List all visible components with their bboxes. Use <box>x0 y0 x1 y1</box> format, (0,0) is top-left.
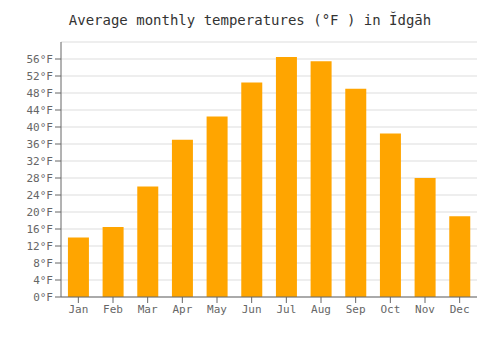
svg-text:Jul: Jul <box>276 303 296 316</box>
svg-text:36°F: 36°F <box>27 138 54 151</box>
svg-text:32°F: 32°F <box>27 155 54 168</box>
svg-text:Jan: Jan <box>68 303 88 316</box>
svg-text:0°F: 0°F <box>33 291 53 304</box>
svg-text:Oct: Oct <box>380 303 400 316</box>
svg-text:44°F: 44°F <box>27 104 54 117</box>
svg-text:12°F: 12°F <box>27 240 54 253</box>
svg-text:May: May <box>207 303 227 316</box>
svg-text:Mar: Mar <box>138 303 158 316</box>
svg-text:56°F: 56°F <box>27 53 54 66</box>
svg-text:20°F: 20°F <box>27 206 54 219</box>
svg-text:16°F: 16°F <box>27 223 54 236</box>
svg-text:Feb: Feb <box>103 303 123 316</box>
svg-text:40°F: 40°F <box>27 121 54 134</box>
svg-text:Jun: Jun <box>242 303 262 316</box>
svg-text:Sep: Sep <box>346 303 366 316</box>
svg-text:28°F: 28°F <box>27 172 54 185</box>
html-text:Average monthly temperatures (: Average monthly temperatures (°F ) in Ĭd… <box>68 12 432 28</box>
svg-text:8°F: 8°F <box>33 257 53 270</box>
svg-text:Apr: Apr <box>172 303 192 316</box>
svg-text:Dec: Dec <box>450 303 470 316</box>
svg-text:Nov: Nov <box>415 303 435 316</box>
svg-text:Aug: Aug <box>311 303 331 316</box>
svg-text:4°F: 4°F <box>33 274 53 287</box>
svg-text:48°F: 48°F <box>27 87 54 100</box>
svg-text:24°F: 24°F <box>27 189 54 202</box>
svg-text:52°F: 52°F <box>27 70 54 83</box>
